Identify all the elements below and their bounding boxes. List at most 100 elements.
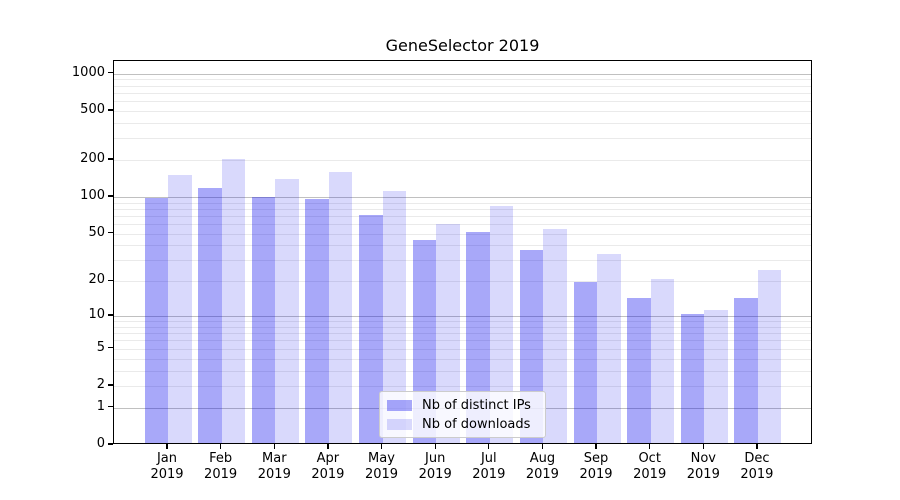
x-tick xyxy=(649,444,651,449)
y-tick-label: 100 xyxy=(80,188,105,203)
minor-gridline xyxy=(114,340,811,342)
y-tick-label: 50 xyxy=(88,224,105,240)
y-tick-label: 5 xyxy=(96,339,105,355)
minor-gridline xyxy=(114,321,811,323)
minor-gridline xyxy=(114,202,811,204)
y-tick xyxy=(108,232,113,234)
x-tick xyxy=(434,444,436,449)
legend-row-distinct-ips: Nb of distinct IPs xyxy=(387,398,538,413)
x-tick xyxy=(541,444,544,449)
minor-gridline xyxy=(114,370,811,372)
plot-area: Nb of distinct IPs Nb of downloads xyxy=(113,60,812,444)
y-tick xyxy=(108,279,113,282)
x-tick-label: Nov 2019 xyxy=(686,451,720,482)
minor-gridline xyxy=(114,138,811,140)
bar-distinct-ips xyxy=(680,314,705,443)
y-tick-label: 500 xyxy=(80,101,105,117)
bar-downloads xyxy=(543,228,567,443)
bar-downloads xyxy=(275,179,299,443)
minor-gridline xyxy=(114,333,811,335)
x-tick-label: Sep 2019 xyxy=(579,451,613,482)
x-tick xyxy=(702,444,704,449)
bar-distinct-ips xyxy=(734,297,758,443)
minor-gridline xyxy=(114,245,811,247)
minor-gridline xyxy=(114,110,811,112)
minor-gridline xyxy=(114,215,811,217)
y-tick xyxy=(108,347,113,349)
minor-gridline xyxy=(114,326,811,328)
y-tick xyxy=(108,406,113,408)
y-tick xyxy=(108,443,113,445)
major-gridline xyxy=(114,73,811,75)
bar-distinct-ips xyxy=(251,196,276,443)
minor-gridline xyxy=(114,348,811,350)
bar-downloads xyxy=(328,172,353,443)
bar-downloads xyxy=(436,223,460,443)
legend-row-downloads: Nb of downloads xyxy=(387,417,538,432)
bar-downloads xyxy=(168,175,192,443)
y-tick xyxy=(108,314,113,316)
bar-downloads xyxy=(382,190,406,443)
chart-title: GeneSelector 2019 xyxy=(385,36,540,55)
y-tick-label: 1 xyxy=(96,398,105,414)
x-tick xyxy=(219,444,222,449)
bar-downloads xyxy=(221,159,246,443)
bar-distinct-ips xyxy=(305,199,329,443)
y-tick xyxy=(108,109,113,111)
minor-gridline xyxy=(114,260,811,262)
y-tick xyxy=(108,72,113,74)
y-tick-label: 200 xyxy=(80,151,105,166)
minor-gridline xyxy=(114,85,811,87)
x-tick-label: Apr 2019 xyxy=(311,451,345,482)
minor-gridline xyxy=(114,224,811,226)
minor-gridline xyxy=(114,281,811,283)
major-gridline xyxy=(114,197,811,198)
y-tick-label: 0 xyxy=(96,436,105,451)
y-tick xyxy=(108,195,113,197)
x-tick-label: Dec 2019 xyxy=(740,451,774,482)
x-tick-label: Jul 2019 xyxy=(472,451,506,482)
minor-gridline xyxy=(114,122,811,124)
bar-distinct-ips xyxy=(359,214,383,443)
x-tick xyxy=(166,444,168,449)
legend-label-distinct-ips: Nb of distinct IPs xyxy=(422,397,531,413)
x-tick-label: May 2019 xyxy=(364,451,399,482)
y-tick-label: 10 xyxy=(88,307,105,323)
x-tick-label: Jun 2019 xyxy=(418,451,452,482)
minor-gridline xyxy=(114,233,811,235)
bar-downloads xyxy=(757,270,782,443)
bar-distinct-ips xyxy=(627,297,651,443)
x-tick xyxy=(488,444,490,449)
x-tick-label: Oct 2019 xyxy=(633,451,667,482)
minor-gridline xyxy=(114,79,811,81)
minor-gridline xyxy=(114,101,811,103)
x-tick xyxy=(756,444,758,449)
y-tick xyxy=(108,158,113,160)
x-tick xyxy=(273,444,275,449)
legend-swatch-downloads xyxy=(387,418,412,430)
x-tick-label: Aug 2019 xyxy=(525,451,559,482)
x-tick xyxy=(327,444,329,449)
x-tick xyxy=(380,444,383,449)
x-tick-label: Mar 2019 xyxy=(257,451,291,482)
y-tick-label: 1000 xyxy=(71,64,105,80)
legend-label-downloads: Nb of downloads xyxy=(422,416,531,432)
y-tick-label: 2 xyxy=(96,377,105,392)
y-tick xyxy=(108,384,113,386)
bar-downloads xyxy=(597,253,621,443)
x-tick-label: Feb 2019 xyxy=(204,451,238,482)
legend-swatch-distinct-ips xyxy=(387,399,412,411)
x-tick-label: Jan 2019 xyxy=(150,451,184,482)
minor-gridline xyxy=(114,208,811,210)
bar-downloads xyxy=(650,279,675,443)
legend: Nb of distinct IPs Nb of downloads xyxy=(379,391,546,438)
x-tick xyxy=(595,444,597,449)
minor-gridline xyxy=(114,92,811,94)
minor-gridline xyxy=(114,386,811,387)
bar-distinct-ips xyxy=(573,282,597,443)
y-tick-label: 20 xyxy=(88,272,105,288)
bar-distinct-ips xyxy=(198,188,222,443)
bar-distinct-ips xyxy=(466,231,490,443)
minor-gridline xyxy=(114,160,811,161)
